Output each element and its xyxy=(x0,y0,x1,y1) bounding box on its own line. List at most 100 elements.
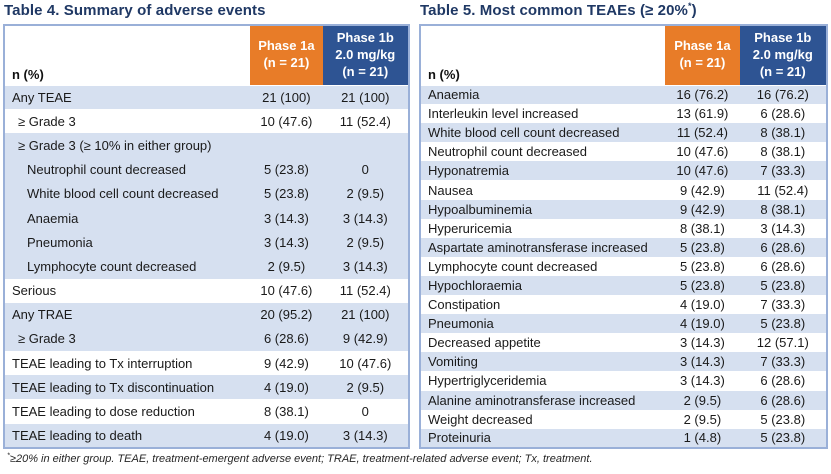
table4-block: Table 4. Summary of adverse events n (%)… xyxy=(3,2,410,449)
phase-1a-header-line: Phase 1a xyxy=(674,38,731,54)
phase-1a-value: 5 (23.8) xyxy=(263,186,309,202)
event-label: Anaemia xyxy=(428,87,480,103)
event-label: Aspartate aminotransferase increased xyxy=(428,239,648,255)
table-row: Anaemia 3 (14.3) 3 (14.3) xyxy=(4,205,409,231)
footnote-text: ≥20% in either group. TEAE, treatment-em… xyxy=(9,452,593,465)
phase-1b-value: 7 (33.3) xyxy=(760,297,806,313)
phase-1b-value: 5 (23.8) xyxy=(760,430,806,446)
phase-1b-value: 9 (42.9) xyxy=(342,331,388,347)
event-label: ≥ Grade 3 xyxy=(18,113,76,129)
phase-1a-value: 10 (47.6) xyxy=(676,144,729,160)
n-percent-header: n (%) xyxy=(4,25,251,86)
phase-1b-header-line: Phase 1b xyxy=(754,29,812,45)
phase-1a-value: 5 (23.8) xyxy=(679,239,725,255)
phase-1b-value: 6 (28.6) xyxy=(760,373,806,389)
phase-1b-value: 0 xyxy=(361,404,369,420)
table4-title: Table 4. Summary of adverse events xyxy=(4,2,266,19)
phase-1b-value: 21 (100) xyxy=(341,89,390,105)
phase-1a-value: 20 (95.2) xyxy=(260,307,313,323)
phase-1a-value: 21 (100) xyxy=(262,89,311,105)
table5-header: n (%) Phase 1a (n = 21) Phase 1b 2.0 mg/… xyxy=(420,25,827,86)
phase-1b-header-line: 2.0 mg/kg xyxy=(752,46,813,62)
event-label: Decreased appetite xyxy=(428,335,541,351)
table4-body: Any TEAE 21 (100) 21 (100) ≥ Grade 3 10 (47.… xyxy=(4,85,409,448)
phase-1a-value: 8 (38.1) xyxy=(679,220,725,236)
event-label: Lymphocyte count decreased xyxy=(27,258,197,274)
phase-1b-value: 2 (9.5) xyxy=(346,186,385,202)
event-label: Anaemia xyxy=(27,210,79,226)
event-label: Hyperuricemia xyxy=(428,220,512,236)
phase-1b-value: 7 (33.3) xyxy=(760,163,806,179)
phase-1a-value: 9 (42.9) xyxy=(263,355,309,371)
event-label: Proteinuria xyxy=(428,430,491,446)
event-label: Pneumonia xyxy=(27,234,93,250)
phase-1b-value: 11 (52.4) xyxy=(339,283,391,299)
phase-1a-value: 3 (14.3) xyxy=(263,210,309,226)
phase-1a-header: Phase 1a (n = 21) xyxy=(250,25,323,86)
phase-1b-value: 6 (28.6) xyxy=(760,239,806,255)
phase-1a-value: 11 (52.4) xyxy=(676,125,728,141)
phase-1b-header-line: (n = 21) xyxy=(342,63,389,79)
event-label: ≥ Grade 3 (≥ 10% in either group) xyxy=(18,137,212,153)
table-row: Alanine aminotransferase increased 2 (9.5… xyxy=(420,390,827,410)
phase-1b-value: 5 (23.8) xyxy=(760,411,806,427)
tables-row: Table 4. Summary of adverse events n (%)… xyxy=(3,2,831,449)
event-label: Alanine aminotransferase increased xyxy=(428,392,636,408)
table-row: Vomiting 3 (14.3) 7 (33.3) xyxy=(420,352,827,372)
table-row: Hypoalbuminemia 9 (42.9) 8 (38.1) xyxy=(420,199,827,219)
phase-1b-value: 5 (23.8) xyxy=(760,277,806,293)
event-label: Neutrophil count decreased xyxy=(27,162,186,178)
table-row: Pneumonia 3 (14.3) 2 (9.5) xyxy=(4,230,409,255)
phase-1b-value: 3 (14.3) xyxy=(342,427,388,443)
table-row: ≥ Grade 3 10 (47.6) 11 (52.4) xyxy=(4,109,409,134)
phase-1b-value: 8 (38.1) xyxy=(760,201,806,217)
phase-1a-value: 4 (19.0) xyxy=(679,297,725,313)
table-row: Anaemia 16 (76.2) 16 (76.2) xyxy=(420,85,827,105)
phase-1a-value: 2 (9.5) xyxy=(683,392,722,408)
phase-1b-value: 7 (33.3) xyxy=(760,354,806,370)
event-label: Hypoalbuminemia xyxy=(428,201,533,217)
n-percent-header: n (%) xyxy=(420,25,666,86)
phase-1a-value: 9 (42.9) xyxy=(679,182,725,198)
phase-1b-value: 12 (57.1) xyxy=(756,335,809,351)
table-row: Neutrophil count decreased 5 (23.8) 0 xyxy=(4,157,409,182)
table-row: White blood cell count decreased 5 (23.8)… xyxy=(4,181,409,206)
phase-1b-value: 6 (28.6) xyxy=(760,258,806,274)
phase-1a-value: 2 (9.5) xyxy=(683,411,722,427)
table-row: Hypertriglyceridemia 3 (14.3) 6 (28.6) xyxy=(420,371,827,391)
phase-1a-header-line: Phase 1a xyxy=(258,38,315,54)
table5-block: Table 5. Most common TEAEs (≥ 20%*) n (%… xyxy=(419,2,828,449)
phase-1b-value: 21 (100) xyxy=(341,307,390,323)
phase-1a-value: 4 (19.0) xyxy=(263,427,309,443)
event-label: ≥ Grade 3 xyxy=(18,331,76,347)
phase-1b-value: 6 (28.6) xyxy=(760,392,806,408)
event-label: Constipation xyxy=(428,297,501,313)
event-label: Neutrophil count decreased xyxy=(428,144,587,160)
phase-1b-value: 0 xyxy=(361,162,369,178)
table-row: Constipation 4 (19.0) 7 (33.3) xyxy=(420,295,827,315)
event-label: Any TRAE xyxy=(12,307,73,323)
phase-1b-header-line: (n = 21) xyxy=(759,63,806,79)
phase-1a-value: 16 (76.2) xyxy=(676,87,729,103)
table-row: Neutrophil count decreased 10 (47.6) 8 (38… xyxy=(420,142,827,162)
phase-1a-value: 10 (47.6) xyxy=(260,113,313,129)
event-label: Pneumonia xyxy=(428,316,494,332)
event-label: TEAE leading to dose reduction xyxy=(12,404,195,420)
phase-1b-value: 3 (14.3) xyxy=(342,210,388,226)
phase-1b-value: 16 (76.2) xyxy=(756,87,809,103)
phase-1a-value: 9 (42.9) xyxy=(679,201,725,217)
table-row: Interleukin level increased 13 (61.9) 6 (2… xyxy=(420,104,827,124)
event-label: TEAE leading to death xyxy=(12,427,143,443)
phase-1a-value: 3 (14.3) xyxy=(679,354,725,370)
event-label: TEAE leading to Tx discontinuation xyxy=(12,379,215,395)
table-row: Nausea 9 (42.9) 11 (52.4) xyxy=(420,180,827,200)
event-label: Hypochloraemia xyxy=(428,277,522,293)
phase-1a-value: 13 (61.9) xyxy=(676,106,729,122)
event-label: White blood cell count decreased xyxy=(428,125,620,141)
phase-1a-value: 3 (14.3) xyxy=(679,373,725,389)
table5-title-close: ) xyxy=(691,2,697,19)
phase-1b-header: Phase 1b 2.0 mg/kg (n = 21) xyxy=(322,25,409,86)
table-row: Hyperuricemia 8 (38.1) 3 (14.3) xyxy=(420,218,827,238)
phase-1a-value: 10 (47.6) xyxy=(676,163,729,179)
